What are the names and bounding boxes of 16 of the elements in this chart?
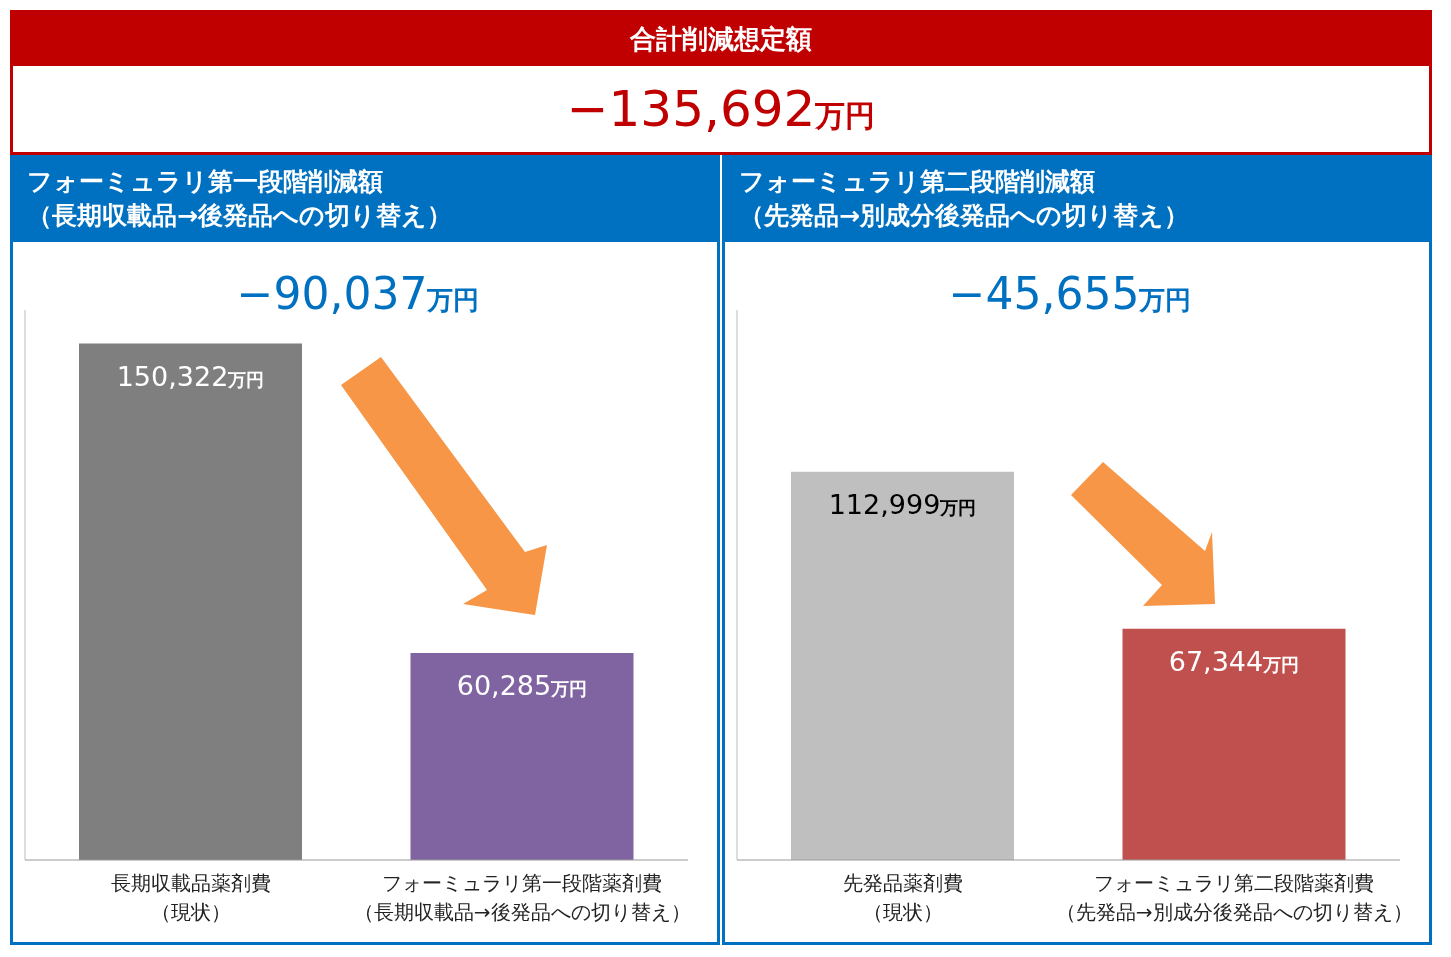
chart-title: フォーミュラリ第一段階削減額 bbox=[27, 166, 384, 198]
chart-subtitle: （先発品→別成分後発品への切り替え） bbox=[739, 200, 1190, 232]
x-tick-label: 先発品薬剤費（現状） bbox=[842, 871, 963, 924]
x-tick-label: フォーミュラリ第二段階薬剤費（先発品→別成分後発品への切り替え） bbox=[1055, 871, 1413, 924]
x-tick-label: 長期収載品薬剤費（現状） bbox=[110, 871, 271, 924]
x-tick-label: フォーミュラリ第一段階薬剤費（長期収載品→後発品への切り替え） bbox=[353, 871, 691, 924]
text: 合計削減想定額 bbox=[13, 13, 1429, 66]
text: −90,037万円 bbox=[236, 268, 480, 319]
chart-title: フォーミュラリ第二段階削減額 bbox=[739, 166, 1096, 198]
data-label: 150,322万円 bbox=[116, 360, 265, 392]
data-label: 67,344万円 bbox=[1168, 645, 1300, 677]
data-label: 60,285万円 bbox=[456, 669, 588, 701]
text: −135,692万円 bbox=[566, 80, 876, 138]
text: −45,655万円 bbox=[948, 268, 1192, 319]
chart-subtitle: （長期収載品→後発品への切り替え） bbox=[27, 200, 453, 232]
data-label: 112,999万円 bbox=[828, 488, 977, 520]
